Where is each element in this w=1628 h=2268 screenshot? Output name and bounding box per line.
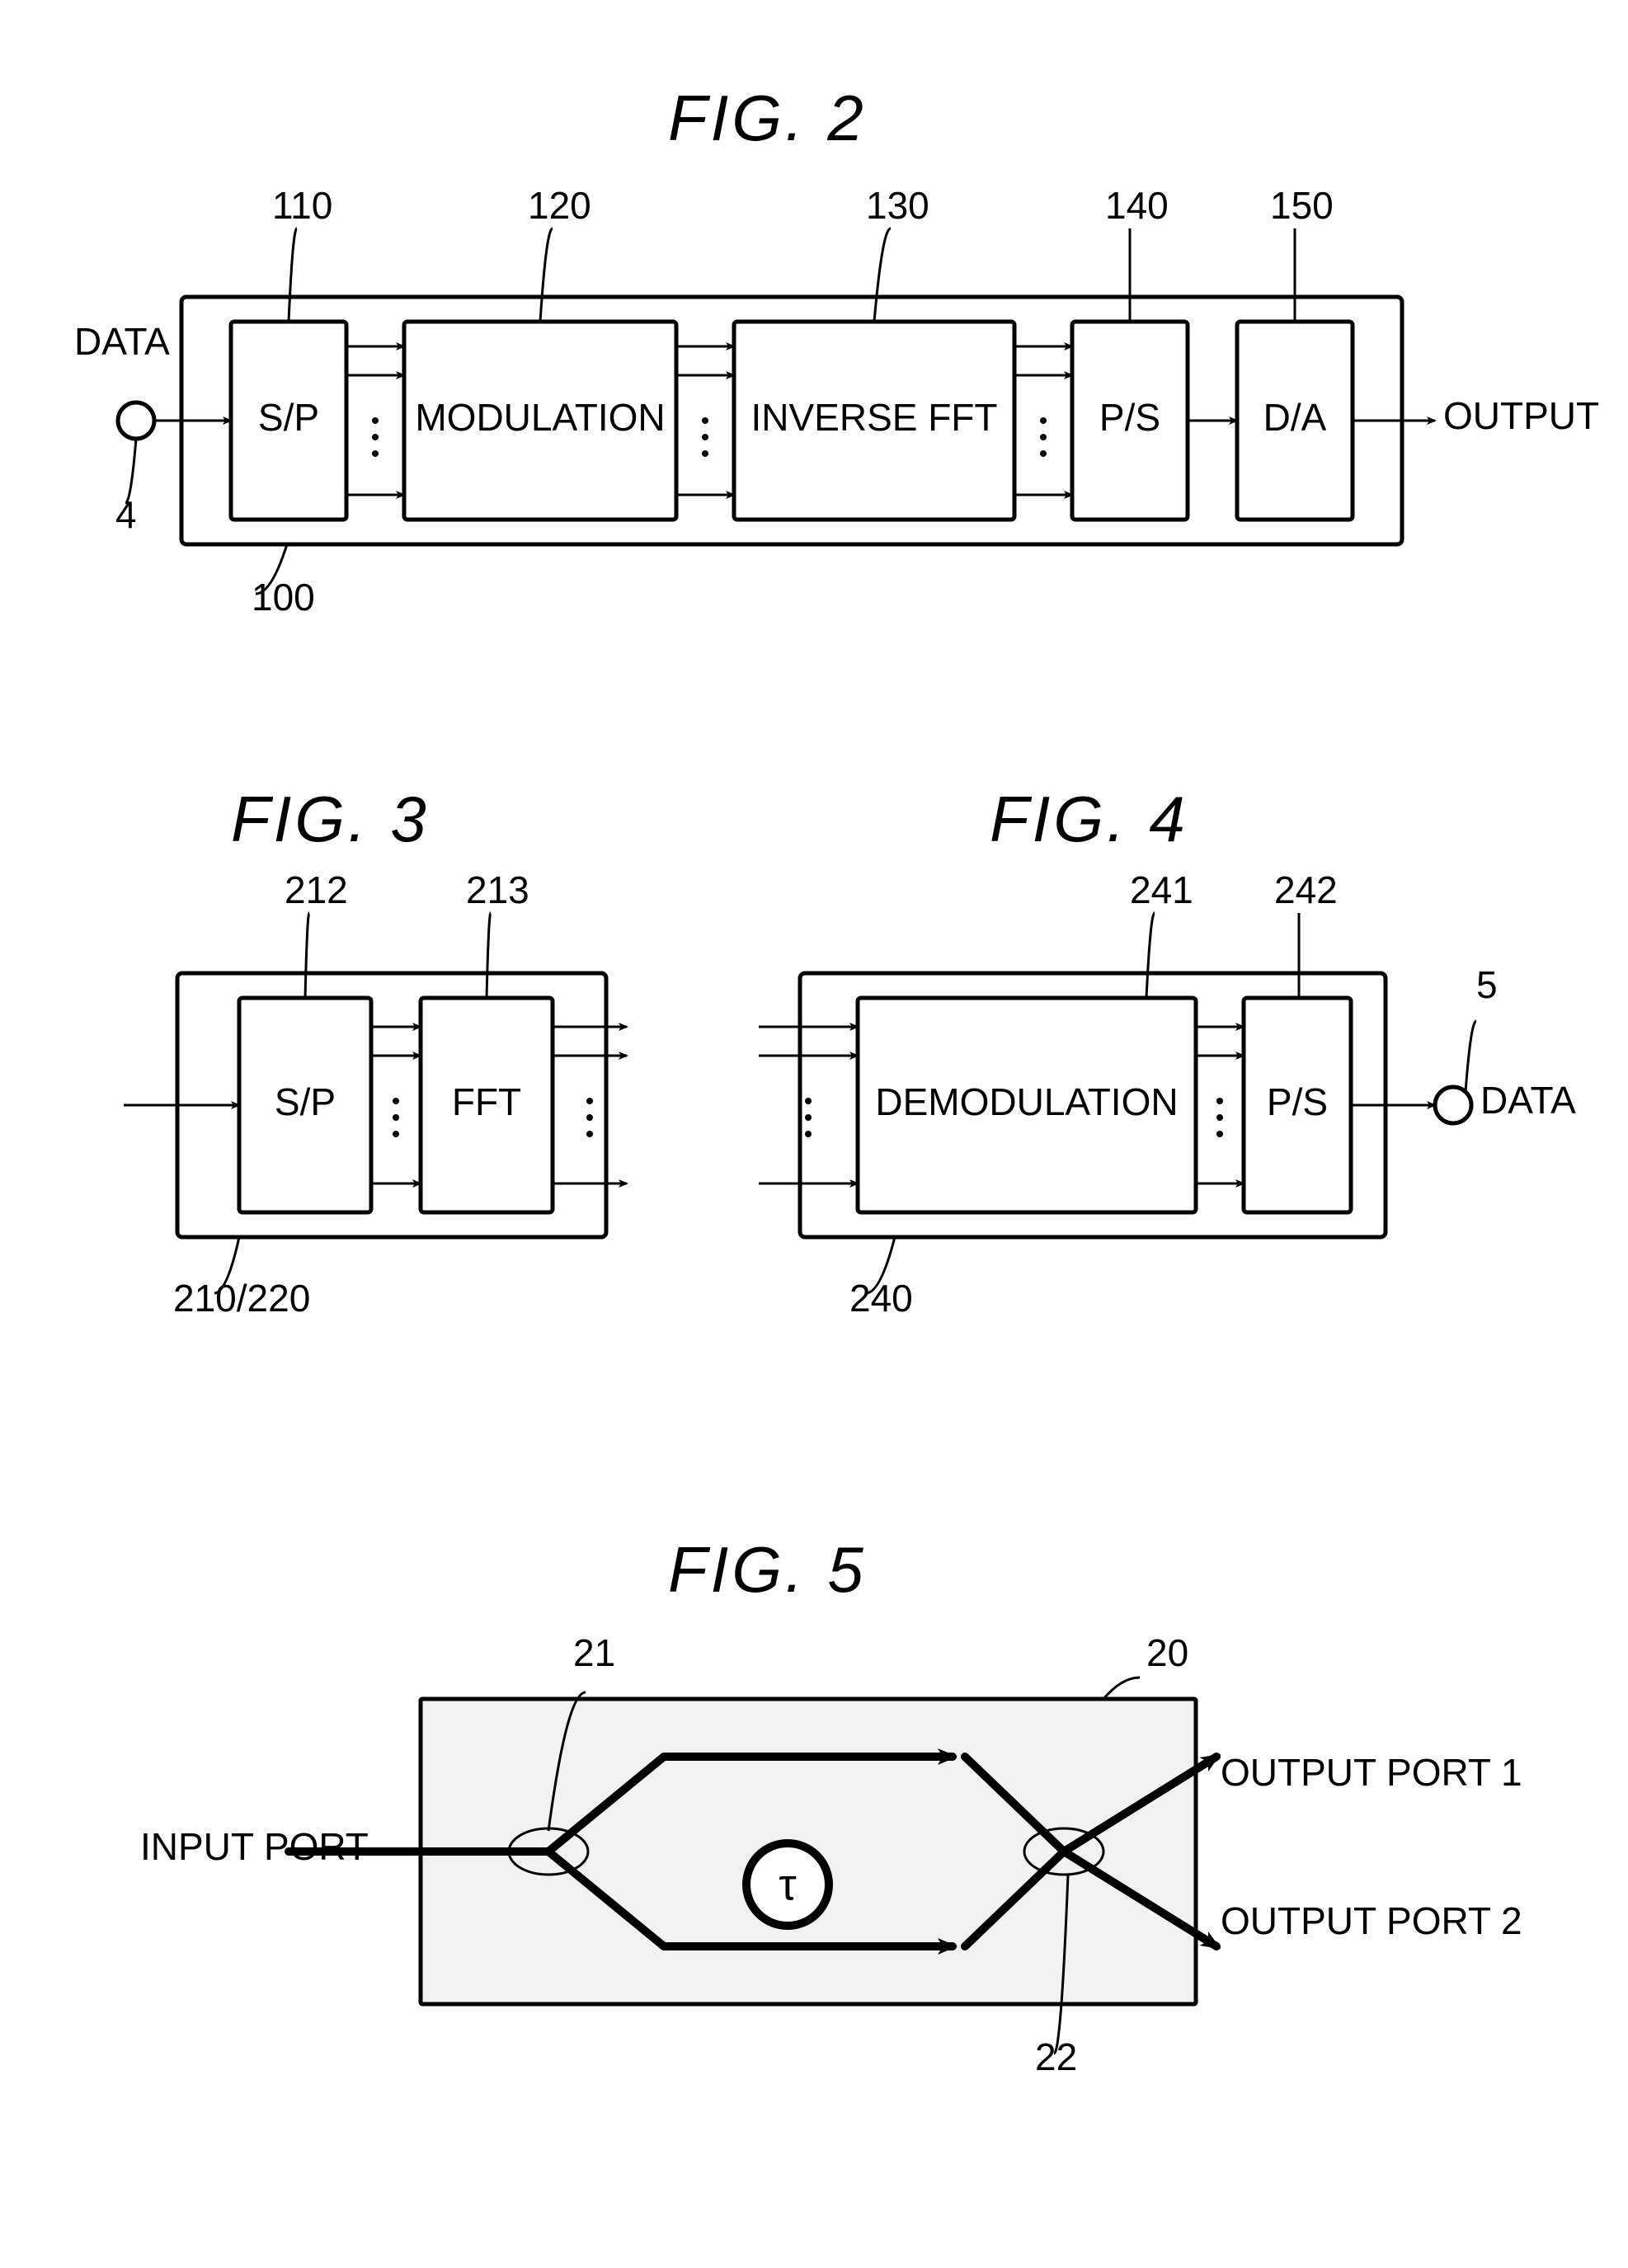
svg-text:FIG. 2: FIG. 2 (668, 82, 867, 154)
svg-text:DATA: DATA (74, 320, 170, 363)
svg-text:DEMODULATION: DEMODULATION (875, 1080, 1178, 1123)
svg-text:21: 21 (573, 1631, 615, 1674)
svg-text:FFT: FFT (452, 1080, 521, 1123)
svg-text:150: 150 (1270, 184, 1334, 227)
svg-text:5: 5 (1476, 963, 1498, 1006)
svg-text:MODULATION: MODULATION (415, 396, 665, 439)
diagram-canvas: FIG. 2 S/P 110 MODULATION 120 INVERSE FFT 130 P… (0, 0, 1628, 2268)
svg-text:22: 22 (1035, 2035, 1077, 2078)
svg-text:213: 213 (466, 868, 529, 911)
svg-text:FIG. 5: FIG. 5 (668, 1533, 867, 1606)
svg-text:FIG. 4: FIG. 4 (990, 783, 1188, 855)
page: FIG. 2 S/P 110 MODULATION 120 INVERSE FFT 130 P… (0, 0, 1628, 2268)
svg-text:100: 100 (252, 576, 315, 619)
svg-text:D/A: D/A (1263, 396, 1327, 439)
svg-text:DATA: DATA (1480, 1079, 1576, 1122)
svg-text:210/220: 210/220 (173, 1277, 310, 1320)
svg-text:INVERSE FFT: INVERSE FFT (750, 396, 997, 439)
svg-text:241: 241 (1130, 868, 1193, 911)
svg-text:4: 4 (115, 493, 137, 536)
svg-text:130: 130 (866, 184, 929, 227)
svg-text:OUTPUT PORT 1: OUTPUT PORT 1 (1221, 1751, 1522, 1794)
svg-text:P/S: P/S (1267, 1080, 1328, 1123)
svg-text:240: 240 (849, 1277, 913, 1320)
svg-text:FIG. 3: FIG. 3 (231, 783, 430, 855)
svg-text:S/P: S/P (258, 396, 319, 439)
svg-text:242: 242 (1274, 868, 1338, 911)
svg-text:212: 212 (285, 868, 348, 911)
svg-text:140: 140 (1105, 184, 1169, 227)
svg-text:120: 120 (528, 184, 591, 227)
svg-text:τ: τ (779, 1860, 796, 1909)
svg-text:110: 110 (272, 184, 332, 227)
svg-text:S/P: S/P (275, 1080, 336, 1123)
svg-text:INPUT PORT: INPUT PORT (140, 1825, 369, 1868)
svg-text:OUTPUT PORT 2: OUTPUT PORT 2 (1221, 1899, 1522, 1942)
svg-text:P/S: P/S (1099, 396, 1160, 439)
svg-text:OUTPUT: OUTPUT (1443, 394, 1599, 437)
svg-text:20: 20 (1146, 1631, 1188, 1674)
